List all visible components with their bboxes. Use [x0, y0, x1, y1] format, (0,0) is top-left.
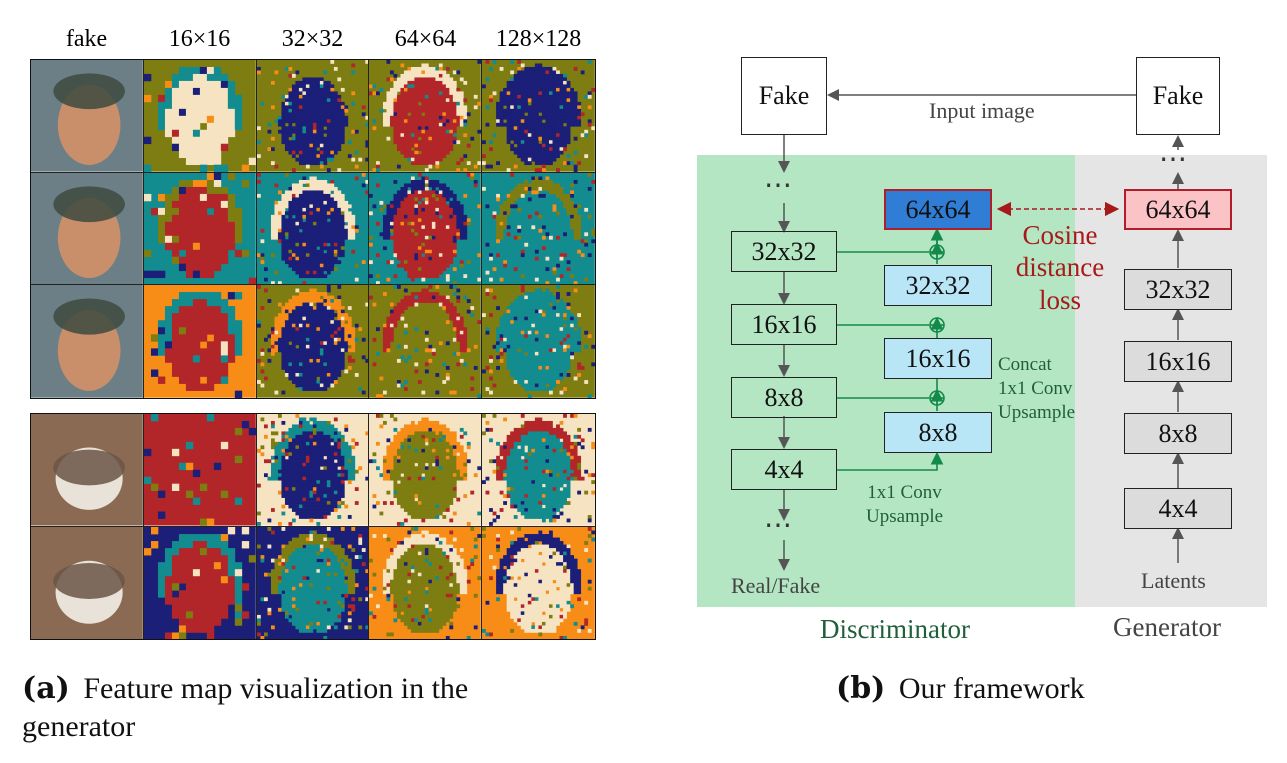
- cosine-loss-label: Cosine distance loss: [1005, 219, 1115, 316]
- cat-grid: [30, 413, 596, 640]
- face-feature-map-64: [369, 172, 483, 286]
- disc-block-32: 32x32: [731, 231, 837, 272]
- face-feature-map-32: [256, 285, 370, 398]
- col-header-128: 128×128: [495, 26, 582, 52]
- loss-line-3: loss: [1038, 284, 1082, 315]
- gen-block-8: 8x8: [1124, 413, 1232, 454]
- caption-a-line1: Feature map visualization in the: [83, 672, 469, 705]
- gen-output-fake-box: Fake: [1136, 57, 1220, 135]
- cat-photo-thumbnail: [31, 414, 144, 527]
- cat-feature-map-16: [143, 526, 257, 639]
- col-header-64: 64×64: [394, 26, 457, 52]
- conv-annotation: 1x1 Conv Upsample: [866, 481, 943, 529]
- col-header-16: 16×16: [168, 26, 231, 52]
- loss-line-2: distance: [1015, 252, 1105, 283]
- disc-bottom-ellipsis: ⋯: [764, 510, 792, 541]
- disc-block-8: 8x8: [731, 377, 837, 418]
- cat-feature-map-32: [256, 414, 370, 527]
- cat-photo-thumbnail: [31, 526, 144, 639]
- cat-feature-map-128: [482, 414, 595, 527]
- cat-feature-map-32: [256, 526, 370, 639]
- concat-line-1: Concat: [998, 354, 1052, 375]
- caption-a-label: (a): [22, 671, 70, 706]
- caption-b-text: Our framework: [898, 672, 1085, 705]
- decoder-block-32: 32x32: [884, 265, 992, 306]
- cat-feature-map-64: [369, 526, 483, 639]
- face-photo-thumbnail: [31, 60, 144, 173]
- face-feature-map-64: [369, 60, 483, 173]
- gen-top-ellipsis: ⋯: [1159, 144, 1187, 175]
- caption-a: (a) Feature map visualization in the gen…: [22, 670, 612, 745]
- face-feature-map-16: [143, 285, 257, 398]
- gen-block-4: 4x4: [1124, 488, 1232, 529]
- face-grid: [30, 59, 596, 399]
- concat-line-2: 1x1 Conv: [998, 377, 1073, 399]
- caption-b-label: (b): [836, 671, 886, 706]
- caption-b: (b) Our framework: [836, 670, 1085, 708]
- cat-feature-map-128: [482, 526, 595, 639]
- cat-feature-map-64: [369, 414, 483, 527]
- gen-input-label: Latents: [1141, 568, 1206, 593]
- conv-line-1: 1x1 Conv: [867, 482, 942, 503]
- disc-block-16: 16x16: [731, 304, 837, 345]
- face-feature-map-16: [143, 60, 257, 173]
- decoder-block-64: 64x64: [884, 189, 992, 230]
- cat-feature-map-16: [143, 414, 257, 527]
- input-image-label: Input image: [929, 98, 1035, 123]
- face-feature-map-16: [143, 172, 257, 286]
- gen-block-32: 32x32: [1124, 269, 1232, 310]
- face-feature-map-128: [482, 285, 595, 398]
- gen-block-64: 64x64: [1124, 189, 1232, 230]
- col-header-32: 32×32: [281, 26, 344, 52]
- face-feature-map-32: [256, 172, 370, 286]
- disc-input-fake-box: Fake: [741, 57, 827, 135]
- face-feature-map-128: [482, 60, 595, 173]
- discriminator-title: Discriminator: [820, 614, 970, 644]
- concat-line-3: Upsample: [998, 401, 1076, 423]
- col-header-fake: fake: [65, 26, 108, 52]
- generator-title: Generator: [1113, 612, 1221, 642]
- disc-block-4: 4x4: [731, 449, 837, 490]
- face-photo-thumbnail: [31, 172, 144, 286]
- gen-block-16: 16x16: [1124, 341, 1232, 382]
- disc-top-ellipsis: ⋯: [764, 170, 792, 201]
- face-feature-map-64: [369, 285, 483, 398]
- face-feature-map-128: [482, 172, 595, 286]
- decoder-block-16: 16x16: [884, 338, 992, 379]
- concat-annotation: Concat 1x1 Conv Upsample: [998, 353, 1075, 424]
- decoder-block-8: 8x8: [884, 412, 992, 453]
- face-photo-thumbnail: [31, 285, 144, 398]
- caption-a-line2: generator: [22, 709, 136, 743]
- disc-output-label: Real/Fake: [731, 573, 821, 598]
- loss-line-1: Cosine: [1022, 220, 1098, 250]
- conv-line-2: Upsample: [866, 505, 944, 527]
- face-feature-map-32: [256, 60, 370, 173]
- discriminator-region: [697, 155, 1075, 607]
